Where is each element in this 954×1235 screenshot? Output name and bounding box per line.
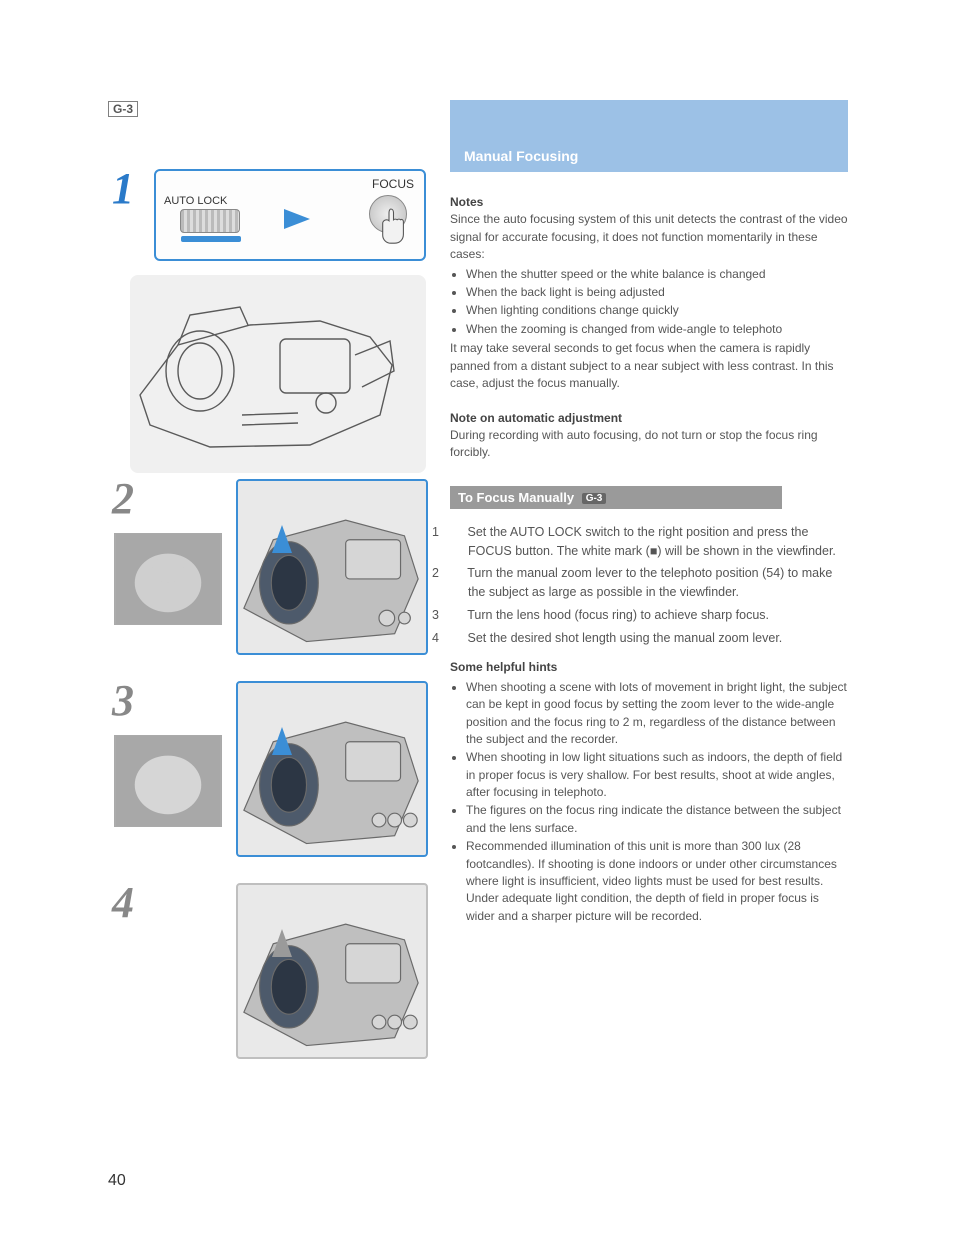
focus-step: 4 Set the desired shot length using the … bbox=[450, 629, 848, 648]
hint-bullet: When shooting a scene with lots of movem… bbox=[466, 679, 848, 749]
page-ref-badge: G-3 bbox=[108, 101, 138, 117]
page-number: 40 bbox=[108, 1172, 126, 1190]
step-number-1: 1 bbox=[112, 163, 134, 214]
hint-bullet: The figures on the focus ring indicate t… bbox=[466, 802, 848, 837]
up-arrow-icon bbox=[272, 525, 292, 553]
autolock-label: AUTO LOCK bbox=[164, 195, 227, 207]
step3-camera bbox=[236, 681, 428, 857]
focus-step-text: Turn the lens hood (focus ring) to achie… bbox=[467, 608, 769, 622]
focus-manual-steps: 1 Set the AUTO LOCK switch to the right … bbox=[450, 523, 848, 648]
focus-step: 2 Turn the manual zoom lever to the tele… bbox=[450, 564, 848, 602]
hand-icon bbox=[380, 205, 416, 249]
notes-bullet: When the back light is being adjusted bbox=[466, 284, 848, 301]
step4-camera bbox=[236, 883, 428, 1059]
section-header: Manual Focusing bbox=[450, 100, 848, 172]
notes-block: Notes Since the auto focusing system of … bbox=[450, 194, 848, 462]
focus-step: 1 Set the AUTO LOCK switch to the right … bbox=[450, 523, 848, 561]
right-column: Manual Focusing Notes Since the auto foc… bbox=[450, 100, 848, 927]
note-auto-body: During recording with auto focusing, do … bbox=[450, 428, 818, 459]
hints-block: Some helpful hints When shooting a scene… bbox=[450, 659, 848, 925]
page: G-3 1 FOCUS AUTO LOCK bbox=[108, 100, 848, 1190]
step1-panel: FOCUS AUTO LOCK bbox=[154, 169, 426, 261]
camera-line-drawing bbox=[130, 275, 426, 473]
notes-para2: It may take several seconds to get focus… bbox=[450, 341, 834, 390]
hints-heading: Some helpful hints bbox=[450, 660, 557, 674]
hint-bullet: Recommended illumination of this unit is… bbox=[466, 838, 848, 925]
step3: 3 bbox=[108, 681, 430, 867]
note-auto-heading: Note on automatic adjustment bbox=[450, 411, 622, 425]
step4: 4 bbox=[108, 883, 430, 1069]
step2: 2 bbox=[108, 479, 430, 665]
focus-manual-tag: G-3 bbox=[582, 493, 607, 504]
focus-step-text: Set the AUTO LOCK switch to the right po… bbox=[467, 525, 835, 558]
arrow-right-icon bbox=[284, 209, 310, 229]
focus-step-text: Turn the manual zoom lever to the teleph… bbox=[467, 566, 832, 599]
notes-bullet: When the shutter speed or the white bala… bbox=[466, 266, 848, 283]
step2-thumbnail bbox=[114, 533, 222, 625]
hints-bullets: When shooting a scene with lots of movem… bbox=[466, 679, 848, 925]
focus-step-text: Set the desired shot length using the ma… bbox=[467, 631, 782, 645]
notes-intro: Since the auto focusing system of this u… bbox=[450, 212, 848, 261]
step3-thumbnail bbox=[114, 735, 222, 827]
notes-bullets: When the shutter speed or the white bala… bbox=[466, 266, 848, 339]
focus-step: 3 Turn the lens hood (focus ring) to ach… bbox=[450, 606, 848, 625]
step-number-3: 3 bbox=[112, 675, 134, 726]
step1: 1 FOCUS AUTO LOCK bbox=[108, 163, 430, 479]
focus-button-illustration bbox=[364, 195, 412, 251]
notes-bullet: When lighting conditions change quickly bbox=[466, 302, 848, 319]
step-number-4: 4 bbox=[112, 877, 134, 928]
section-title: Manual Focusing bbox=[464, 148, 578, 164]
notes-bullet: When the zooming is changed from wide-an… bbox=[466, 321, 848, 338]
up-arrow-icon bbox=[272, 727, 292, 755]
autolock-switch-illustration bbox=[180, 209, 240, 233]
step-number-2: 2 bbox=[112, 473, 134, 524]
up-arrow-icon bbox=[272, 929, 292, 957]
step2-camera bbox=[236, 479, 428, 655]
focus-manual-bar: To Focus Manually G-3 bbox=[450, 486, 782, 509]
focus-manual-title: To Focus Manually bbox=[458, 490, 574, 505]
hint-bullet: When shooting in low light situations su… bbox=[466, 749, 848, 801]
notes-heading: Notes bbox=[450, 195, 483, 209]
left-column: G-3 1 FOCUS AUTO LOCK bbox=[108, 100, 430, 1085]
focus-label: FOCUS bbox=[372, 177, 414, 191]
